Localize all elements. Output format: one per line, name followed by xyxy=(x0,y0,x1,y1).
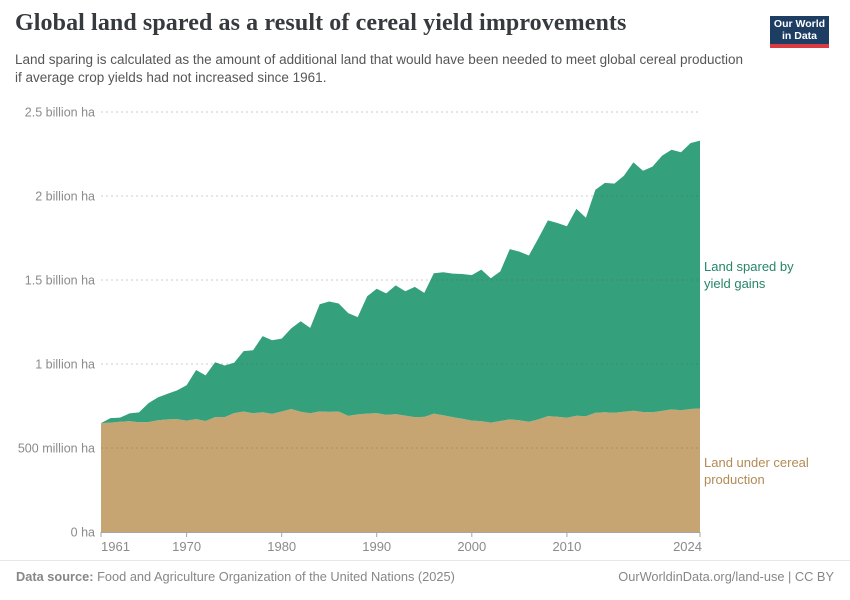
x-axis-label: 1961 xyxy=(101,539,130,554)
data-source-label: Data source: xyxy=(16,569,94,584)
area-land-spared-by-yield-gains[interactable] xyxy=(101,140,700,424)
x-axis-label: 2024 xyxy=(673,539,702,554)
x-axis-label: 2000 xyxy=(457,539,486,554)
x-axis-label: 2010 xyxy=(552,539,581,554)
owid-logo-line1: Our World xyxy=(773,18,826,30)
footer: Data source: Food and Agriculture Organi… xyxy=(0,560,850,584)
x-axis-label: 1990 xyxy=(362,539,391,554)
area-land-under-cereal-production[interactable] xyxy=(101,408,700,533)
y-axis-label: 0 ha xyxy=(71,526,95,540)
page-subtitle: Land sparing is calculated as the amount… xyxy=(15,52,744,85)
owid-logo[interactable]: Our World in Data xyxy=(770,16,829,48)
y-axis-label: 1.5 billion ha xyxy=(25,274,95,288)
series-label-spared: Land spared by yield gains xyxy=(704,259,794,291)
y-axis-label: 500 million ha xyxy=(18,442,95,456)
data-source: Data source: Food and Agriculture Organi… xyxy=(16,569,455,584)
credit-link[interactable]: OurWorldinData.org/land-use | CC BY xyxy=(618,569,834,584)
page-title: Global land spared as a result of cereal… xyxy=(15,10,627,36)
x-axis-label: 1970 xyxy=(172,539,201,554)
series-label-land: Land under cereal production xyxy=(704,455,809,487)
y-axis-label: 1 billion ha xyxy=(35,358,95,372)
y-axis-label: 2 billion ha xyxy=(35,190,95,204)
y-axis-label: 2.5 billion ha xyxy=(25,106,95,120)
data-source-value: Food and Agriculture Organization of the… xyxy=(97,569,455,584)
owid-logo-line2: in Data xyxy=(781,30,817,42)
x-axis-label: 1980 xyxy=(267,539,296,554)
